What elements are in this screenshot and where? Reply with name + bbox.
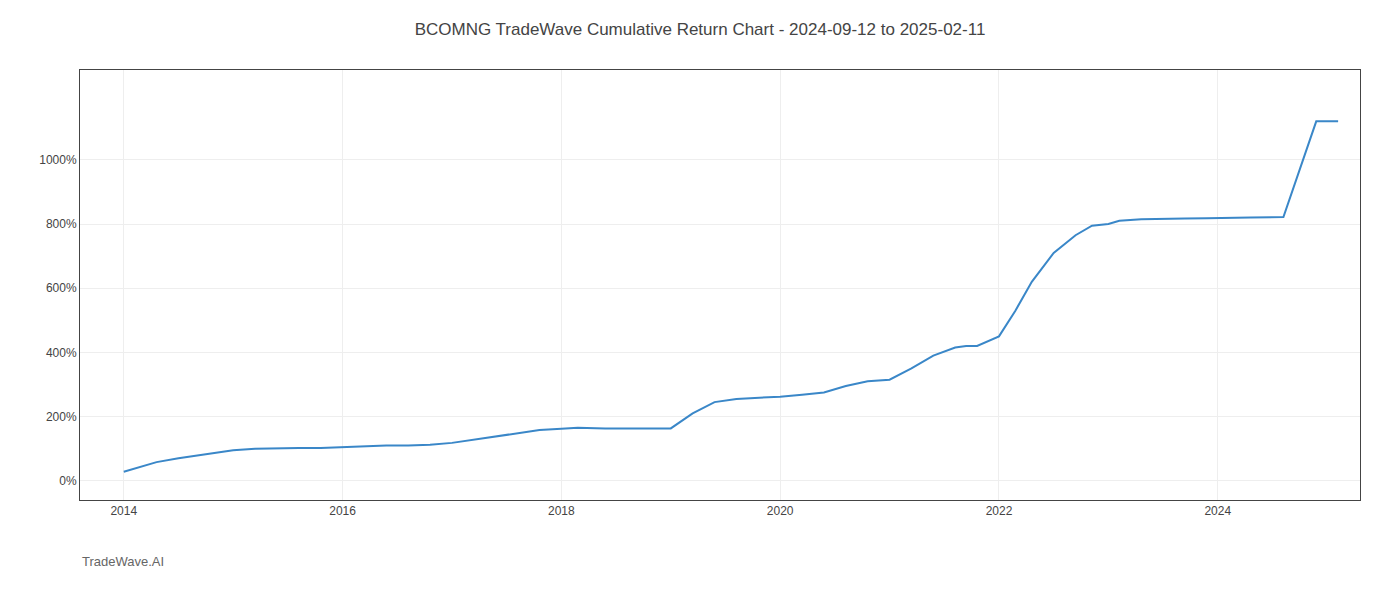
svg-text:TradeWave.AI: TradeWave.AI <box>82 554 164 569</box>
svg-text:BCOMNG TradeWave Cumulative Re: BCOMNG TradeWave Cumulative Return Chart… <box>415 20 986 39</box>
svg-text:600%: 600% <box>46 281 77 295</box>
svg-text:2016: 2016 <box>329 504 356 518</box>
svg-text:200%: 200% <box>46 410 77 424</box>
svg-text:1000%: 1000% <box>39 153 77 167</box>
svg-text:2022: 2022 <box>986 504 1013 518</box>
svg-text:0%: 0% <box>59 474 77 488</box>
svg-text:800%: 800% <box>46 217 77 231</box>
svg-text:2020: 2020 <box>767 504 794 518</box>
svg-text:2018: 2018 <box>548 504 575 518</box>
svg-text:400%: 400% <box>46 346 77 360</box>
svg-text:2014: 2014 <box>110 504 137 518</box>
svg-text:2024: 2024 <box>1204 504 1231 518</box>
